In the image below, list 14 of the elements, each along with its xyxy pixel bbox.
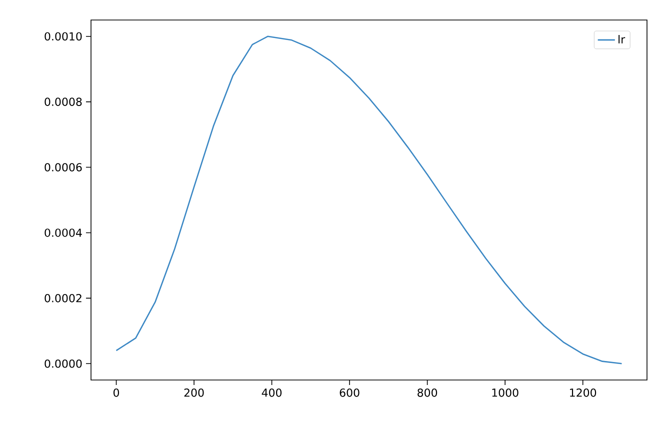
y-tick-label: 0.0000: [44, 359, 82, 368]
x-tick-label: 800: [418, 388, 438, 397]
x-tick-label: 200: [184, 388, 204, 397]
y-tick-label: 0.0004: [44, 228, 82, 237]
y-tick-label: 0.0010: [44, 32, 82, 41]
x-tick-label: 0: [114, 388, 120, 397]
x-tick-label: 400: [262, 388, 282, 397]
y-tick-label: 0.0008: [44, 98, 82, 106]
x-tick-label: 1200: [570, 388, 596, 397]
x-tick-label: 600: [340, 388, 360, 397]
y-tick-label: 0.0006: [44, 163, 82, 172]
x-tick-label: 1000: [492, 388, 518, 397]
y-tick-label: 0.0002: [44, 294, 82, 302]
legend-label: lr: [618, 34, 626, 44]
